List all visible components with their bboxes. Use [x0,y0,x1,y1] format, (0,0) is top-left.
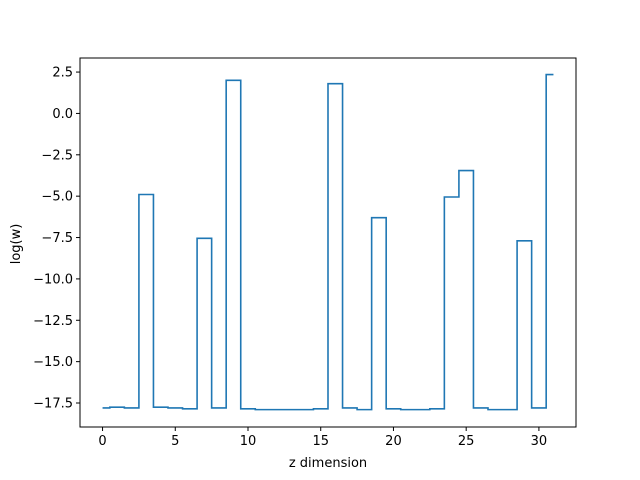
y-tick-label: −17.5 [33,397,73,412]
plot-frame [79,57,577,428]
y-axis-label: log(w) [9,224,24,265]
y-tick-label: −2.5 [41,148,73,163]
x-axis-label: z dimension [289,456,367,471]
x-tick-label: 10 [240,434,257,449]
x-tick-label: 5 [171,434,179,449]
x-tick-label: 15 [312,434,329,449]
x-tick-label: 25 [458,434,475,449]
y-tick-label: 0.0 [52,107,73,122]
y-tick-label: −15.0 [33,355,73,370]
y-axis: 2.5 0.0 −2.5 −5.0 −7.5 −10.0 −12.5 −15.0 −17.5 [33,66,80,412]
y-tick-label: −5.0 [41,190,73,205]
x-tick-label: 20 [385,434,402,449]
x-tick-label: 0 [98,434,106,449]
y-tick-label: −10.0 [33,272,73,287]
plot-area [79,57,577,428]
y-tick-label: 2.5 [52,66,73,81]
y-tick-label: −12.5 [33,314,73,329]
y-tick-label: −7.5 [41,231,73,246]
series-line [102,73,554,411]
x-tick-label: 30 [531,434,548,449]
x-axis: 0 5 10 15 20 25 30 [98,427,547,449]
